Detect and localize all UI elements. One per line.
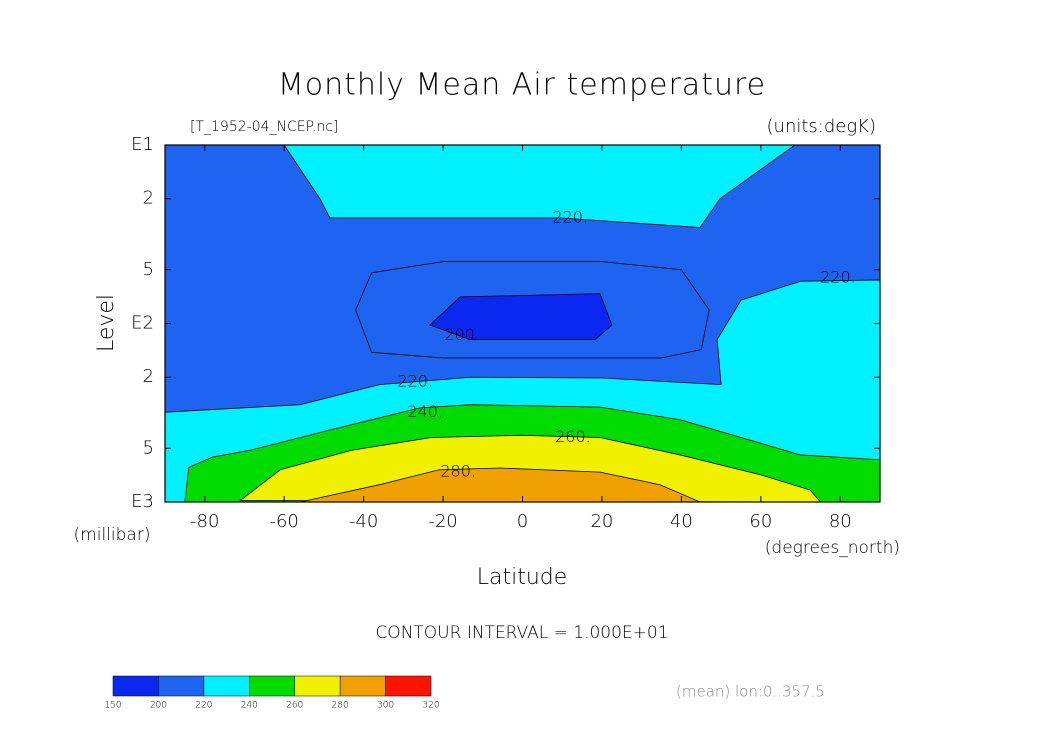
colorbar-box [385,675,432,697]
colorbar-box [158,675,205,697]
colorbar-label: 150 [104,701,121,711]
y-tick-label: E3 [131,491,154,512]
contour-line [355,261,710,359]
x-tick-label: -60 [269,511,298,532]
y-tick-label: 5 [143,437,154,458]
filled-region [429,293,613,340]
contour-label: 280. [440,462,476,481]
colorbar-box [339,675,386,697]
colorbar-box [112,675,159,697]
x-axis-title: Latitude [477,565,568,590]
colorbar-label: 240 [241,701,258,711]
y-tick-label: E2 [131,313,154,334]
x-tick-label: 80 [829,511,852,532]
colorbar-label: 200 [150,701,167,711]
y-tick-label: 2 [143,188,154,209]
x-tick-label: 0 [517,511,528,532]
colorbar-label: 320 [422,701,439,711]
footer: (mean) lon:0..357.5 [676,683,825,701]
contour-label: 260. [555,427,591,446]
contour-label: 200. [444,325,480,344]
contour-label: 220. [552,207,588,226]
colorbar-label: 260 [286,701,303,711]
x-tick-label: 20 [590,511,613,532]
contour-label: 240. [407,402,443,421]
colorbar-label: 220 [195,701,212,711]
x-unit: (degrees_north) [765,538,900,558]
colorbar-label: 280 [332,701,349,711]
filled-region [283,145,796,228]
y-unit: (millibar) [74,525,151,545]
x-tick-label: -20 [428,511,457,532]
contour-field: 220. 220. 200. 220. 240. 260. 280. [165,145,880,502]
contour-interval: CONTOUR INTERVAL = 1.000E+01 [375,623,668,643]
units: (units:degK) [767,116,876,137]
y-tick-label: 2 [143,366,154,387]
contour-label: 220. [397,371,433,390]
x-tick-label: -40 [349,511,378,532]
y-tick-label: 5 [143,259,154,280]
x-tick-label: 40 [670,511,693,532]
colorbar-box [203,675,250,697]
y-tick-label: E1 [131,134,154,155]
colorbar-box [249,675,295,697]
subtitle: [T_1952-04_NCEP.nc] [190,119,338,135]
filled-region [299,467,701,502]
chart-title: Monthly Mean Air temperature [278,68,766,103]
x-tick-label: 60 [749,511,772,532]
plot-area: 220. 220. 200. 220. 240. 260. 280. [164,144,881,503]
y-axis-title: Level [94,294,119,352]
contour-label: 220. [820,267,856,286]
colorbar-label: 300 [377,701,394,711]
x-tick-label: -80 [190,511,219,532]
colorbar-box [294,675,341,697]
